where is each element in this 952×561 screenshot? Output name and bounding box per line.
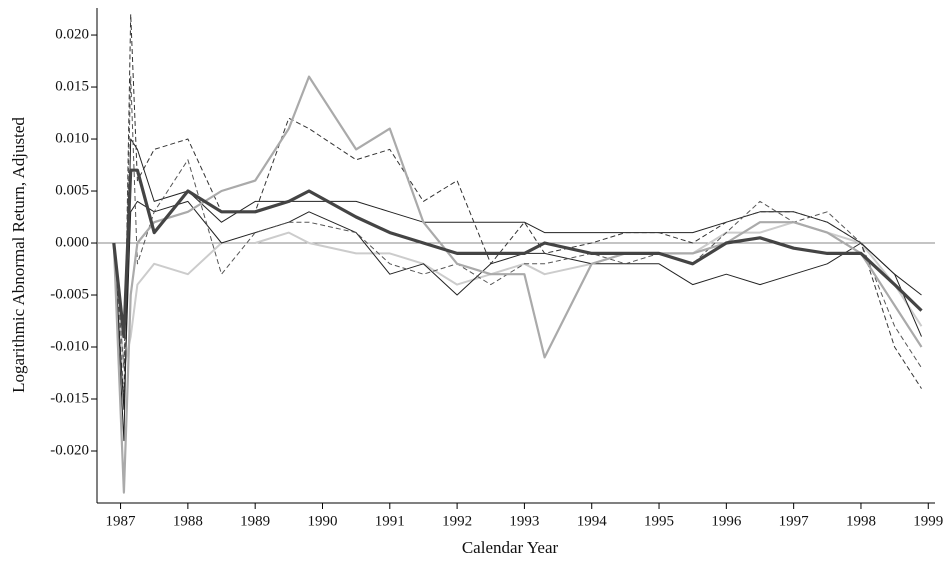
x-tick-label: 1995 (644, 513, 674, 529)
series-line (112, 75, 923, 494)
x-tick-label: 1990 (307, 513, 337, 529)
y-tick-label: 0.005 (55, 182, 89, 198)
y-tick-label: 0.000 (55, 234, 89, 250)
series-line (112, 168, 923, 339)
y-tick-label: -0.015 (50, 390, 89, 406)
y-tick-label: 0.020 (55, 26, 89, 42)
y-axis-title: Logarithmic Abnormal Return, Adjusted (9, 117, 28, 393)
x-axis-title: Calendar Year (462, 538, 559, 557)
x-tick-label: 1987 (106, 513, 137, 529)
x-tick-label: 1988 (173, 513, 203, 529)
series-line (113, 13, 922, 400)
y-tick-label: 0.010 (55, 130, 89, 146)
y-tick-label: -0.005 (50, 286, 89, 302)
series-line (113, 76, 922, 369)
x-tick-label: 1989 (240, 513, 270, 529)
y-tick-label: -0.020 (50, 442, 89, 458)
x-tick-label: 1991 (375, 513, 405, 529)
x-tick-label: 1998 (846, 513, 876, 529)
x-tick-label: 1997 (779, 513, 810, 529)
x-tick-label: 1994 (577, 513, 608, 529)
y-tick-label: -0.010 (50, 338, 89, 354)
x-tick-label: 1996 (711, 513, 742, 529)
series-line (113, 138, 922, 442)
x-tick-label: 1999 (913, 513, 943, 529)
x-tick-label: 1993 (509, 513, 539, 529)
y-tick-label: 0.015 (55, 78, 89, 94)
series-line (113, 200, 922, 410)
x-tick-label: 1992 (442, 513, 472, 529)
series-line (112, 221, 923, 369)
